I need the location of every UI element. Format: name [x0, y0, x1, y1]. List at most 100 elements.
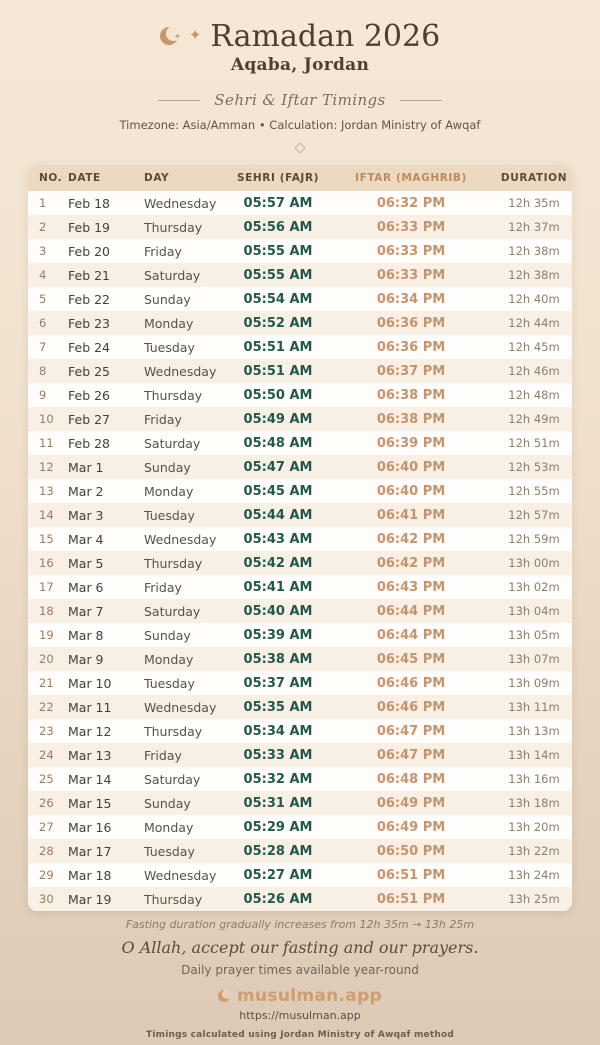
row-duration: 13h 11m: [508, 700, 560, 714]
row-number: 6: [39, 316, 47, 330]
tiny-star-icon: ✦: [174, 32, 181, 41]
row-duration: 13h 24m: [508, 868, 560, 882]
table-row: 11 Feb 28 Saturday 05:48 AM 06:39 PM 12h…: [28, 431, 572, 455]
table-row: 28 Mar 17 Tuesday 05:28 AM 06:50 PM 13h …: [28, 839, 572, 863]
row-number: 26: [39, 796, 54, 810]
row-sehri-time: 05:50 AM: [243, 387, 313, 403]
row-iftar-time: 06:49 PM: [376, 795, 446, 811]
row-duration: 12h 48m: [508, 388, 560, 402]
row-sehri-time: 05:40 AM: [243, 603, 313, 619]
row-number: 8: [39, 364, 47, 378]
row-date: Feb 27: [68, 411, 111, 427]
table-row: 13 Mar 2 Monday 05:45 AM 06:40 PM 12h 55…: [28, 479, 572, 503]
row-duration: 13h 09m: [508, 676, 560, 690]
row-number: 16: [39, 556, 54, 570]
row-sehri-time: 05:39 AM: [243, 627, 313, 643]
row-sehri-time: 05:45 AM: [243, 483, 313, 499]
row-iftar-time: 06:43 PM: [376, 579, 446, 595]
row-day: Wednesday: [144, 195, 217, 211]
row-date: Mar 14: [68, 771, 112, 787]
row-sehri-time: 05:27 AM: [243, 867, 313, 883]
row-duration: 12h 53m: [508, 460, 560, 474]
row-number: 1: [39, 196, 47, 210]
row-date: Mar 2: [68, 483, 104, 499]
row-date: Mar 11: [68, 699, 112, 715]
crescent-moon-icon: ✦: [159, 26, 181, 47]
fasting-duration-note: Fasting duration gradually increases fro…: [125, 918, 475, 931]
table-row: 24 Mar 13 Friday 05:33 AM 06:47 PM 13h 1…: [28, 743, 572, 767]
row-date: Mar 6: [68, 579, 104, 595]
table-row: 3 Feb 20 Friday 05:55 AM 06:33 PM 12h 38…: [28, 239, 572, 263]
row-duration: 12h 38m: [508, 244, 560, 258]
row-date: Mar 8: [68, 627, 104, 643]
row-sehri-time: 05:38 AM: [243, 651, 313, 667]
row-duration: 12h 44m: [508, 316, 560, 330]
row-day: Monday: [144, 651, 194, 667]
row-sehri-time: 05:48 AM: [243, 435, 313, 451]
row-number: 17: [39, 580, 54, 594]
row-day: Saturday: [144, 771, 201, 787]
timezone-calculation-meta: Timezone: Asia/Amman • Calculation: Jord…: [119, 118, 481, 132]
row-number: 14: [39, 508, 54, 522]
row-date: Feb 21: [68, 267, 111, 283]
table-row: 19 Mar 8 Sunday 05:39 AM 06:44 PM 13h 05…: [28, 623, 572, 647]
table-row: 23 Mar 12 Thursday 05:34 AM 06:47 PM 13h…: [28, 719, 572, 743]
row-sehri-time: 05:52 AM: [243, 315, 313, 331]
row-iftar-time: 06:46 PM: [376, 675, 446, 691]
row-duration: 12h 46m: [508, 364, 560, 378]
row-duration: 12h 35m: [508, 196, 560, 210]
row-date: Feb 23: [68, 315, 111, 331]
row-date: Mar 1: [68, 459, 104, 475]
page-title: Ramadan 2026: [210, 19, 441, 54]
row-sehri-time: 05:42 AM: [243, 555, 313, 571]
column-header-day: DAY: [144, 165, 230, 191]
row-duration: 13h 13m: [508, 724, 560, 738]
row-date: Mar 3: [68, 507, 104, 523]
row-iftar-time: 06:41 PM: [376, 507, 446, 523]
row-sehri-time: 05:47 AM: [243, 459, 313, 475]
timings-table: NO. DATE DAY SEHRI (FAJR) IFTAR (MAGHRIB…: [28, 165, 572, 911]
row-day: Tuesday: [144, 843, 195, 859]
row-iftar-time: 06:47 PM: [376, 747, 446, 763]
row-day: Friday: [144, 579, 182, 595]
row-number: 4: [39, 268, 47, 282]
row-day: Wednesday: [144, 363, 217, 379]
row-number: 7: [39, 340, 47, 354]
divider-line-right: [399, 99, 442, 101]
row-number: 30: [39, 892, 54, 906]
table-row: 25 Mar 14 Saturday 05:32 AM 06:48 PM 13h…: [28, 767, 572, 791]
row-duration: 13h 25m: [508, 892, 560, 906]
row-duration: 12h 51m: [508, 436, 560, 450]
table-row: 17 Mar 6 Friday 05:41 AM 06:43 PM 13h 02…: [28, 575, 572, 599]
row-number: 27: [39, 820, 54, 834]
row-date: Feb 19: [68, 219, 111, 235]
row-date: Mar 18: [68, 867, 112, 883]
row-duration: 12h 55m: [508, 484, 560, 498]
row-duration: 13h 22m: [508, 844, 560, 858]
table-row: 10 Feb 27 Friday 05:49 AM 06:38 PM 12h 4…: [28, 407, 572, 431]
row-sehri-time: 05:28 AM: [243, 843, 313, 859]
row-duration: 12h 45m: [508, 340, 560, 354]
column-header-date: DATE: [68, 165, 144, 191]
row-date: Mar 15: [68, 795, 112, 811]
row-iftar-time: 06:38 PM: [376, 411, 446, 427]
row-iftar-time: 06:48 PM: [376, 771, 446, 787]
row-duration: 13h 05m: [508, 628, 560, 642]
row-iftar-time: 06:49 PM: [376, 819, 446, 835]
brand-link[interactable]: musulman.app: [0, 986, 600, 1006]
row-iftar-time: 06:44 PM: [376, 603, 446, 619]
row-sehri-time: 05:31 AM: [243, 795, 313, 811]
row-day: Wednesday: [144, 867, 217, 883]
row-duration: 13h 07m: [508, 652, 560, 666]
row-duration: 12h 37m: [508, 220, 560, 234]
title-row: ✦ ✦ Ramadan 2026: [0, 22, 600, 52]
row-duration: 12h 40m: [508, 292, 560, 306]
row-day: Friday: [144, 747, 182, 763]
subtitle-row: Sehri & Iftar Timings: [0, 91, 600, 109]
table-header-row: NO. DATE DAY SEHRI (FAJR) IFTAR (MAGHRIB…: [28, 165, 572, 191]
brand-url-link[interactable]: https://musulman.app: [239, 1009, 361, 1022]
row-sehri-time: 05:26 AM: [243, 891, 313, 907]
row-number: 10: [39, 412, 54, 426]
column-header-sehri: SEHRI (FAJR): [230, 165, 326, 191]
row-day: Sunday: [144, 795, 191, 811]
